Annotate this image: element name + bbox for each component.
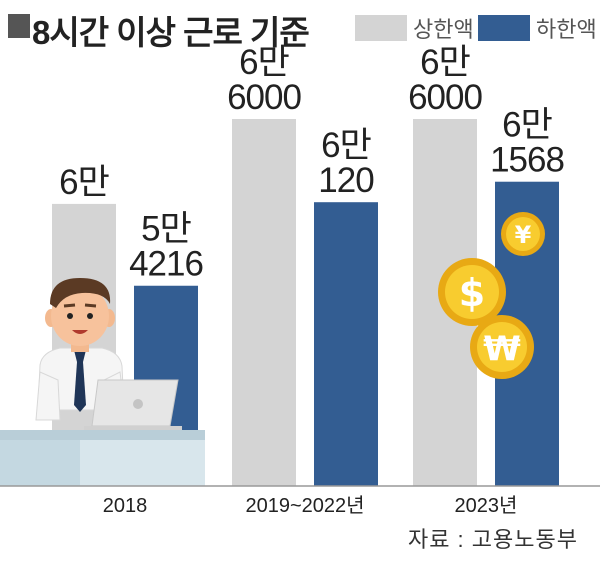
bar-lower-1 bbox=[314, 202, 378, 486]
value-label-lower-0: 5만 4216 bbox=[129, 210, 203, 284]
office-worker-illustration bbox=[0, 278, 205, 486]
value-label-upper-0: 6만 bbox=[59, 163, 109, 202]
yen-coin-icon: ¥ bbox=[501, 212, 545, 256]
bar-upper-1 bbox=[232, 119, 296, 486]
won-coin-icon: ₩ bbox=[470, 315, 534, 379]
x-tick-label-1: 2019~2022년 bbox=[245, 494, 364, 517]
value-label-lower-1: 6만 120 bbox=[318, 126, 374, 200]
legend-swatch-lower bbox=[478, 15, 530, 41]
x-tick-label-2: 2023년 bbox=[455, 494, 518, 517]
x-axis-labels: 2018 2019~2022년 2023년 bbox=[103, 494, 518, 517]
source-note: 자료 : 고용노동부 bbox=[407, 527, 578, 552]
svg-text:$: $ bbox=[459, 271, 485, 315]
legend-item-upper: 상한액 bbox=[355, 12, 474, 44]
x-tick-label-0: 2018 bbox=[103, 495, 148, 517]
svg-text:¥: ¥ bbox=[515, 221, 532, 249]
value-label-lower-2: 6만 1568 bbox=[490, 106, 564, 180]
dollar-coin-icon: $ bbox=[438, 258, 506, 326]
value-label-upper-2: 6만 6000 bbox=[408, 43, 482, 117]
value-label-upper-1: 6만 6000 bbox=[227, 43, 301, 117]
legend-label-upper: 상한액 bbox=[413, 17, 474, 42]
svg-text:₩: ₩ bbox=[483, 329, 521, 369]
legend-item-lower: 하한액 bbox=[478, 12, 597, 44]
legend-swatch-upper bbox=[355, 15, 407, 41]
title-marker bbox=[8, 14, 30, 38]
legend-label-lower: 하한액 bbox=[536, 17, 597, 42]
chart-title: 8시간 이상 근로 기준 bbox=[32, 14, 310, 51]
